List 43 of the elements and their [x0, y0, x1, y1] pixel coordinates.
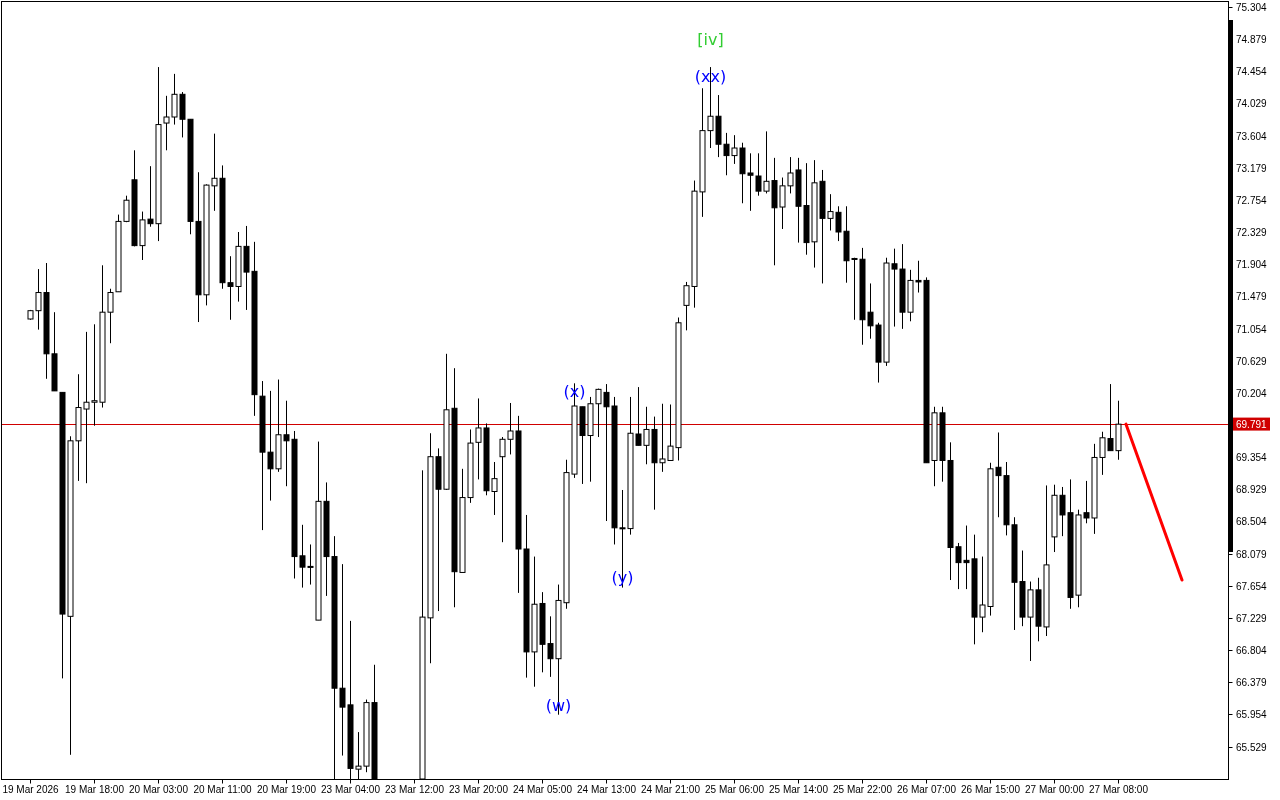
x-tick-label: 19 Mar 18:00 — [65, 783, 125, 795]
y-tick-label: 74.454 — [1236, 66, 1268, 77]
annotation: [iv] — [697, 29, 724, 49]
y-tick-label: 65.529 — [1236, 742, 1268, 753]
y-tick-label: 74.879 — [1236, 34, 1268, 45]
y-tick-label: 68.079 — [1236, 549, 1268, 560]
y-tick-label: 66.804 — [1236, 645, 1268, 656]
y-tick-label: 67.654 — [1236, 581, 1268, 592]
y-tick-label: 65.954 — [1236, 709, 1268, 720]
y-tick-label: 71.904 — [1236, 259, 1268, 270]
y-tick-label: 69.354 — [1236, 452, 1268, 463]
ref-line-label: 69.791 — [1236, 418, 1268, 430]
x-tick-label: 27 Mar 00:00 — [1025, 783, 1085, 795]
y-tick-label: 73.179 — [1236, 163, 1268, 174]
x-tick-label: 24 Mar 05:00 — [513, 783, 573, 795]
y-tick-label: 71.479 — [1236, 291, 1268, 302]
x-tick-label: 20 Mar 11:00 — [193, 783, 253, 795]
y-tick-label: 68.929 — [1236, 484, 1268, 495]
x-tick-label: 20 Mar 19:00 — [257, 783, 317, 795]
y-tick-label: 67.229 — [1236, 613, 1268, 624]
y-tick-label: 73.604 — [1236, 131, 1268, 142]
y-tick-label: 74.029 — [1236, 98, 1268, 109]
y-tick-label: 66.379 — [1236, 677, 1268, 688]
y-tick-label: 68.504 — [1236, 516, 1268, 527]
y-tick-label: 72.754 — [1236, 195, 1268, 206]
x-tick-label: 26 Mar 07:00 — [897, 783, 957, 795]
x-tick-label: 25 Mar 06:00 — [705, 783, 765, 795]
x-tick-label: 25 Mar 14:00 — [769, 783, 829, 795]
x-tick-label: 20 Mar 03:00 — [129, 783, 189, 795]
x-tick-label: 23 Mar 12:00 — [385, 783, 445, 795]
x-tick-label: 23 Mar 20:00 — [449, 783, 509, 795]
x-tick-label: 27 Mar 08:00 — [1089, 783, 1149, 795]
x-tick-label: 24 Mar 13:00 — [577, 783, 637, 795]
y-tick-label: 72.329 — [1236, 227, 1268, 238]
x-tick-label: 19 Mar 2026 — [2, 783, 60, 795]
x-tick-label: 23 Mar 04:00 — [321, 783, 381, 795]
x-tick-label: 24 Mar 21:00 — [641, 783, 701, 795]
y-tick-label: 71.054 — [1236, 324, 1268, 335]
x-tick-label: 26 Mar 15:00 — [961, 783, 1021, 795]
y-tick-label: 75.304 — [1236, 2, 1268, 13]
y-tick-label: 70.204 — [1236, 388, 1268, 399]
y-tick-label: 70.629 — [1236, 356, 1268, 367]
x-tick-label: 25 Mar 22:00 — [833, 783, 893, 795]
